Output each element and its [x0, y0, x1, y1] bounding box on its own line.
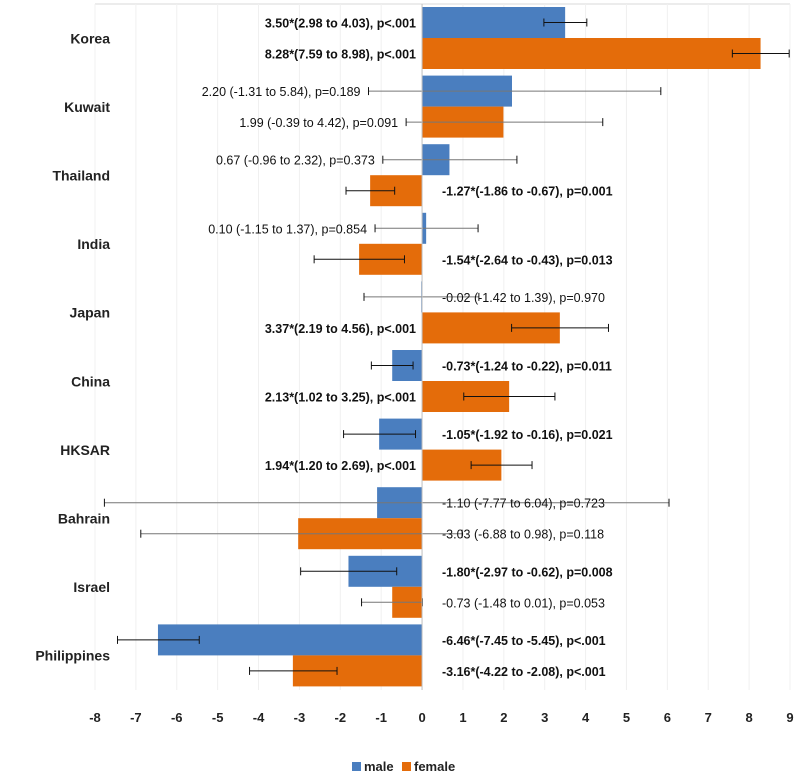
x-tick-label: 5 [623, 710, 630, 725]
data-label: -3.16*(-4.22 to -2.08), p<.001 [442, 665, 606, 679]
x-tick-label: -3 [294, 710, 306, 725]
category-label: China [71, 373, 110, 389]
bar-female [422, 38, 761, 69]
x-tick-label: 8 [746, 710, 753, 725]
x-tick-label: -6 [171, 710, 183, 725]
data-label: 8.28*(7.59 to 8.98), p<.001 [265, 48, 416, 62]
x-tick-label: 3 [541, 710, 548, 725]
x-tick-label: -5 [212, 710, 224, 725]
x-tick-label: 1 [459, 710, 466, 725]
data-label: 1.99 (-0.39 to 4.42), p=0.091 [239, 116, 398, 130]
category-label: Kuwait [64, 99, 110, 115]
data-label: -3.03 (-6.88 to 0.98), p=0.118 [442, 528, 604, 542]
category-label: Bahrain [58, 511, 110, 527]
data-label: 0.67 (-0.96 to 2.32), p=0.373 [216, 154, 375, 168]
legend-label-male: male [364, 759, 394, 774]
category-label: Korea [70, 30, 110, 46]
bar-male [157, 624, 423, 656]
data-label: 3.50*(2.98 to 4.03), p<.001 [265, 17, 416, 31]
data-label: -1.05*(-1.92 to -0.16), p=0.021 [442, 428, 613, 442]
category-label: Israel [73, 579, 110, 595]
data-label: 3.37*(2.19 to 4.56), p<.001 [265, 322, 416, 336]
x-tick-label: 6 [664, 710, 671, 725]
legend-label-female: female [414, 759, 455, 774]
x-tick-label: -8 [89, 710, 101, 725]
data-label: 1.94*(1.20 to 2.69), p<.001 [265, 459, 416, 473]
x-tick-label: 0 [418, 710, 425, 725]
category-label: HKSAR [60, 442, 110, 458]
data-label: 2.20 (-1.31 to 5.84), p=0.189 [202, 85, 361, 99]
data-label: 2.13*(1.02 to 3.25), p<.001 [265, 391, 416, 405]
data-label: 0.10 (-1.15 to 1.37), p=0.854 [208, 222, 367, 236]
legend-swatch-male [352, 762, 361, 771]
data-label: -0.73*(-1.24 to -0.22), p=0.011 [442, 360, 612, 374]
data-label: -1.10 (-7.77 to 6.04), p=0.723 [442, 497, 605, 511]
x-tick-label: 4 [582, 710, 590, 725]
category-label: Thailand [52, 168, 110, 184]
data-label: -0.73 (-1.48 to 0.01), p=0.053 [442, 596, 605, 610]
data-label: -0.02 (-1.42 to 1.39), p=0.970 [442, 291, 605, 305]
x-tick-label: -7 [130, 710, 142, 725]
x-tick-label: -2 [335, 710, 347, 725]
x-tick-label: -4 [253, 710, 265, 725]
data-label: -1.27*(-1.86 to -0.67), p=0.001 [442, 185, 613, 199]
x-tick-label: -1 [375, 710, 387, 725]
x-tick-label: 9 [786, 710, 793, 725]
x-tick-label: 7 [705, 710, 712, 725]
x-tick-label: 2 [500, 710, 507, 725]
data-label: -1.80*(-2.97 to -0.62), p=0.008 [442, 565, 613, 579]
legend-swatch-female [402, 762, 411, 771]
data-label: -1.54*(-2.64 to -0.43), p=0.013 [442, 253, 613, 267]
bar-male [422, 7, 566, 38]
data-label: -6.46*(-7.45 to -5.45), p<.001 [442, 634, 606, 648]
category-label: India [77, 236, 110, 252]
category-label: Philippines [35, 648, 110, 664]
category-label: Japan [70, 305, 110, 321]
